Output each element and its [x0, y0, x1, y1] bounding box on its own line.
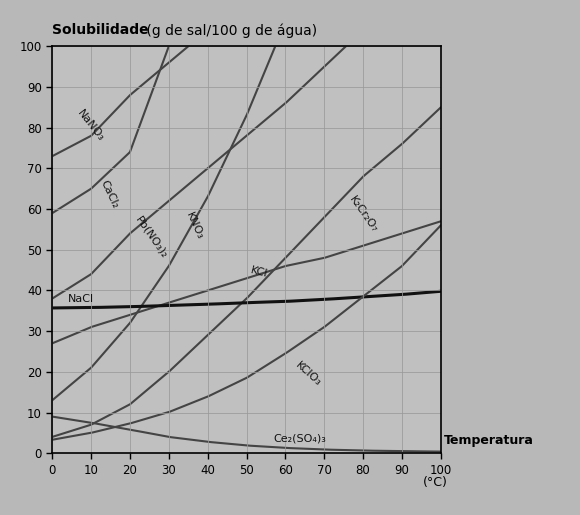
- Text: Ce₂(SO₄)₃: Ce₂(SO₄)₃: [274, 434, 327, 444]
- Text: NaCl: NaCl: [68, 294, 94, 304]
- Text: Temperatura: Temperatura: [444, 434, 534, 447]
- Text: (g de sal/100 g de água): (g de sal/100 g de água): [142, 23, 317, 38]
- Text: KCl: KCl: [249, 265, 269, 279]
- Text: CaCl₂: CaCl₂: [98, 179, 120, 210]
- Text: Solubilidade: Solubilidade: [52, 23, 149, 37]
- Text: KNO₃: KNO₃: [184, 211, 205, 242]
- Text: Pb(NO₃)₂: Pb(NO₃)₂: [133, 214, 170, 260]
- Text: NaNO₃: NaNO₃: [75, 108, 106, 144]
- Text: K₂Cr₂O₇: K₂Cr₂O₇: [347, 194, 379, 234]
- Text: KClO₃: KClO₃: [293, 360, 323, 388]
- Text: (°C): (°C): [423, 476, 447, 489]
